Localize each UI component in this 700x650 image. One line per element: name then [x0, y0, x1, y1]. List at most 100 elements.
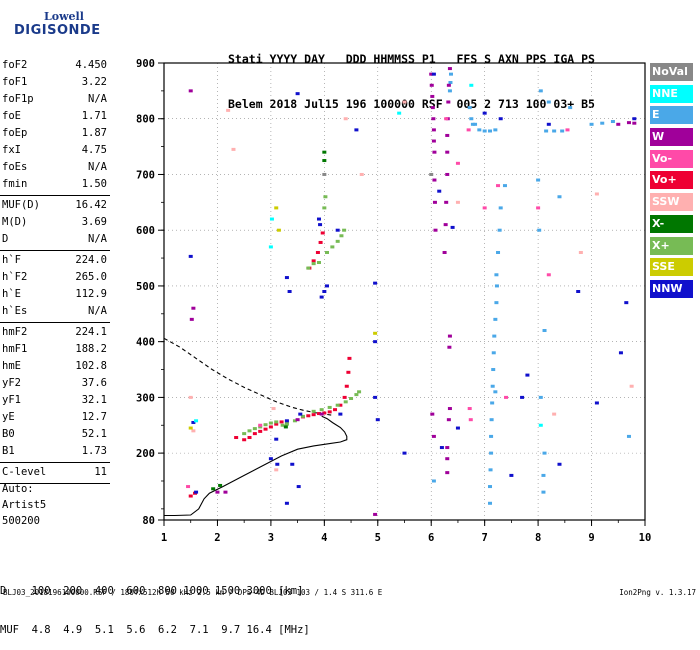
echo-point-w	[446, 83, 451, 87]
param-value: 4.450	[75, 59, 107, 71]
echo-point-vo	[320, 231, 325, 235]
echo-point-ssw	[629, 384, 634, 388]
echo-point-nnw	[338, 412, 343, 416]
echo-point-w	[442, 250, 447, 254]
echo-point-e	[473, 122, 478, 126]
param-label: h`F	[2, 254, 21, 266]
param-label: hmF1	[2, 343, 28, 355]
echo-point-vo	[311, 413, 316, 417]
echo-point-w	[445, 471, 450, 475]
param-row: h`E 112.9	[0, 286, 110, 303]
echo-point-x	[258, 425, 263, 429]
divider	[0, 483, 110, 484]
echo-point-sse	[274, 206, 279, 210]
echo-point-x	[283, 425, 288, 429]
x-tick-label: 9	[588, 532, 594, 544]
echo-point-w	[189, 317, 194, 321]
param-label: fmin	[2, 178, 28, 190]
polarization-legend: NoVal NNE E W Vo- Vo+ SSW X- X+ SSE NNW	[650, 63, 693, 302]
divider	[0, 195, 110, 196]
echo-point-ssw	[359, 172, 364, 176]
artist-line-3: 500200	[2, 515, 40, 527]
echo-point-ssw	[191, 429, 196, 433]
echo-point-x	[247, 429, 252, 433]
echo-point-x	[211, 487, 216, 491]
legend-item-vo: Vo+	[650, 171, 693, 190]
echo-point-e	[542, 329, 547, 333]
param-label: foF1p	[2, 93, 34, 105]
echo-point-e	[560, 129, 565, 133]
param-label: foF1	[2, 76, 28, 88]
echo-point-w	[430, 106, 435, 110]
x-tick-label: 1	[161, 532, 167, 544]
echo-point-vo	[467, 407, 472, 411]
echo-point-x	[325, 250, 330, 254]
echo-point-x	[284, 422, 289, 426]
echo-point-x	[300, 414, 305, 418]
echo-point-ssw	[552, 412, 557, 416]
echo-point-nnw	[509, 473, 514, 477]
echo-point-w	[295, 418, 300, 422]
echo-point-vo	[327, 410, 332, 414]
y-tick-label: 300	[136, 392, 155, 404]
echo-point-nnw	[437, 189, 442, 193]
echo-point-nnw	[557, 462, 562, 466]
echo-point-w	[223, 490, 228, 494]
echo-point-vo	[252, 432, 257, 436]
echo-point-e	[488, 129, 493, 133]
param-label: M(D)	[2, 216, 28, 228]
echo-point-vo	[316, 412, 321, 416]
param-row: h`F 224.0	[0, 252, 110, 269]
muf-row: MUF 4.8 4.9 5.1 5.6 6.2 7.1 9.7 16.4 [MH…	[0, 624, 310, 636]
y-tick-label: 900	[136, 58, 155, 70]
echo-point-e	[541, 490, 546, 494]
param-label: D	[2, 233, 9, 245]
echo-point-e	[494, 284, 499, 288]
y-tick-label: 600	[136, 225, 155, 237]
echo-point-vo	[338, 403, 343, 407]
software-version: Ion2Png v. 1.3.17	[619, 588, 696, 597]
params-group-confidence: C-level 11	[0, 464, 110, 481]
echo-point-vo	[258, 429, 263, 433]
param-value: N/A	[88, 305, 107, 317]
echo-point-vo	[247, 436, 252, 440]
echo-point-vo	[318, 240, 323, 244]
param-row: yF2 37.6	[0, 375, 110, 392]
legend-item-ssw: SSW	[650, 193, 693, 212]
param-value: 4.75	[81, 144, 107, 156]
echo-point-w	[432, 150, 437, 154]
echo-point-nnw	[439, 446, 444, 450]
param-row: foF1p N/A	[0, 91, 110, 108]
echo-point-nnw	[274, 437, 279, 441]
echo-point-e	[489, 434, 494, 438]
echo-point-nnw	[322, 290, 327, 293]
echo-point-vo	[333, 408, 338, 412]
echo-point-nnw	[546, 122, 551, 126]
echo-point-e	[431, 479, 436, 483]
echo-point-e	[488, 468, 493, 472]
echo-point-x	[327, 405, 332, 409]
echo-point-ssw	[343, 117, 348, 121]
echo-point-nne	[269, 217, 274, 221]
echo-point-vo	[444, 117, 449, 121]
param-label: yF2	[2, 377, 21, 389]
x-tick-label: 2	[214, 532, 220, 544]
echo-point-w	[430, 94, 435, 98]
echo-point-e	[488, 501, 493, 505]
echo-point-vo	[496, 184, 501, 188]
echo-point-e	[447, 89, 452, 93]
echo-point-e	[538, 395, 543, 399]
echo-point-w	[431, 434, 436, 438]
echo-point-e	[497, 228, 502, 232]
echo-point-nnw	[290, 462, 295, 466]
param-value: 37.6	[81, 377, 107, 389]
echo-point-x	[322, 206, 327, 210]
echo-point-w	[373, 512, 378, 516]
echo-point-e	[489, 418, 494, 422]
param-label: h`F2	[2, 271, 28, 283]
echo-point-x	[323, 195, 328, 199]
echo-point-nnw	[319, 295, 324, 299]
param-value: 32.1	[81, 394, 107, 406]
param-value: 11	[94, 466, 107, 478]
echo-point-vo	[186, 485, 191, 489]
